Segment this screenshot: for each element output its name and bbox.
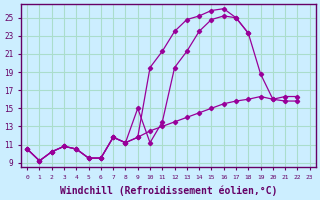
X-axis label: Windchill (Refroidissement éolien,°C): Windchill (Refroidissement éolien,°C) — [60, 185, 277, 196]
